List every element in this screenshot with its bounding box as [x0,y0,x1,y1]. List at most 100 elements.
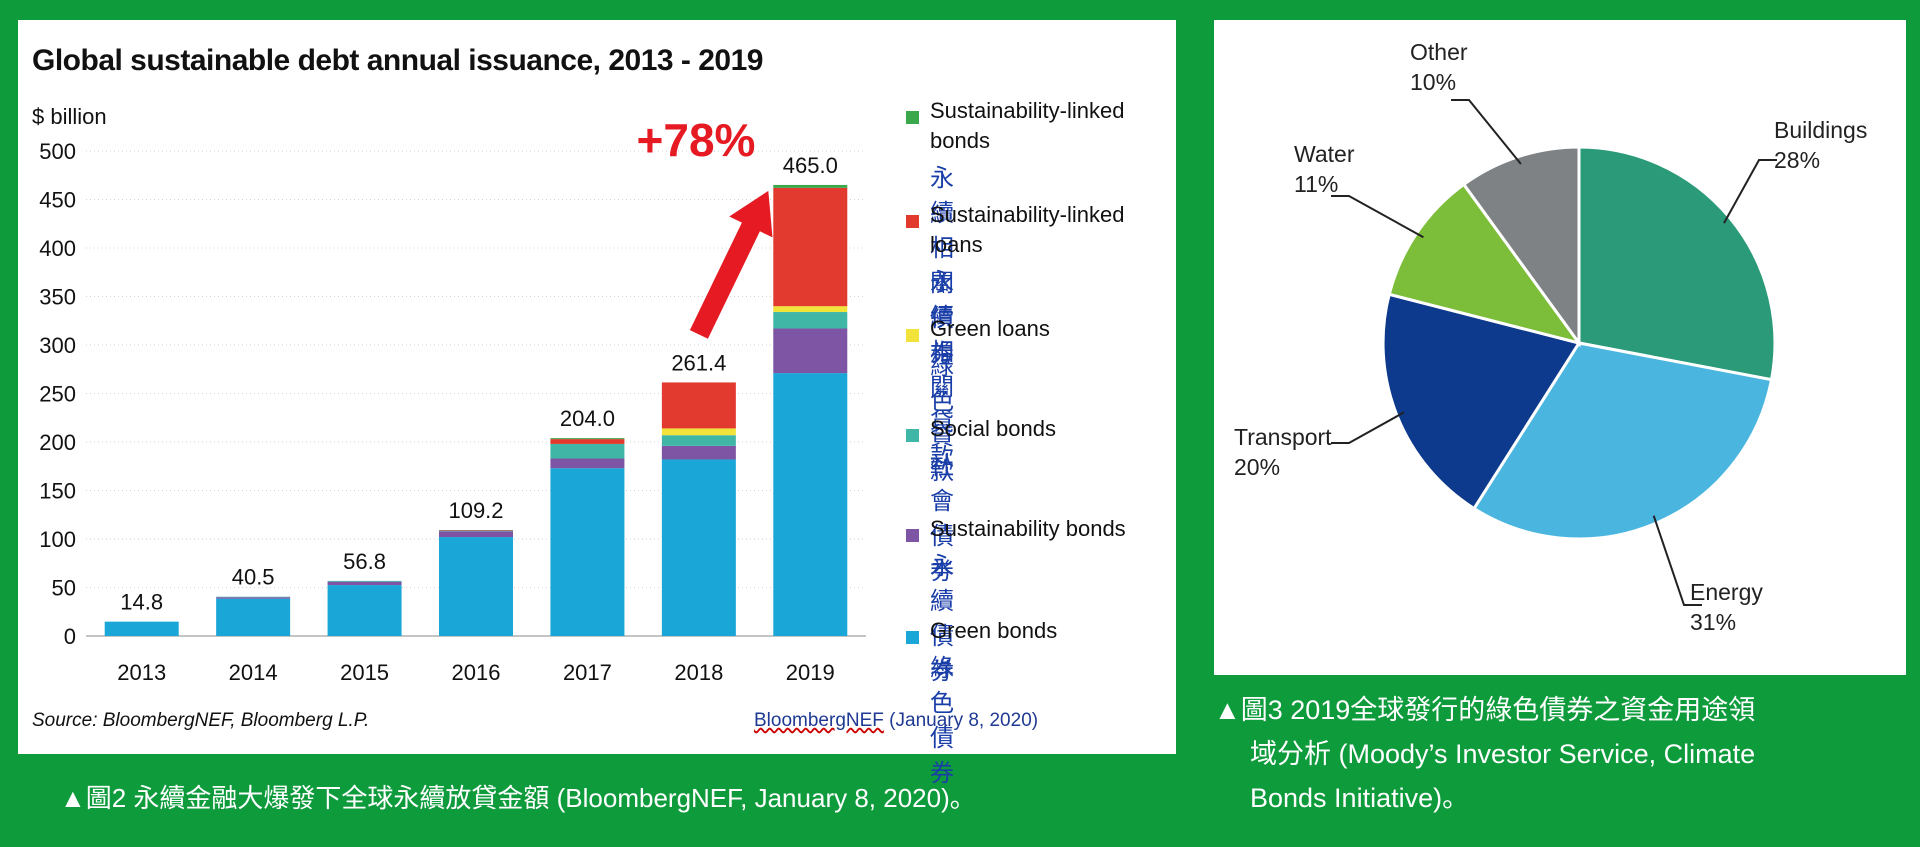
pie-slice-label: Buildings [1774,117,1867,143]
bar-segment [550,468,625,636]
legend-label-zh: 永續債券 [930,553,954,685]
y-axis-unit: $ billion [32,104,107,129]
y-tick-label: 100 [39,527,76,552]
bar-segment [327,585,402,636]
pie-slice-label: Transport [1234,424,1332,450]
pie-slice-percent: 11% [1294,171,1338,197]
x-tick-label: 2013 [117,660,166,685]
credit-note: BloombergNEF (January 8, 2020) [754,710,1038,732]
pie-slice-percent: 31% [1690,609,1736,635]
y-tick-label: 150 [39,479,76,504]
bar-segment [216,596,291,598]
legend-swatch [906,215,919,228]
bar-segment [550,443,625,459]
bar-segment [439,530,513,531]
bar-segment [661,382,736,429]
bar-total-label: 109.2 [448,498,503,523]
legend-swatch [906,329,919,342]
bar-segment [773,306,848,313]
bar-total-label: 204.0 [560,406,615,431]
x-tick-label: 2015 [340,660,389,685]
y-tick-label: 400 [39,236,76,261]
bar-segment [550,438,625,440]
bar-segment [661,428,736,436]
pie-slice-label: Other [1410,39,1468,65]
bar-segment [773,373,848,636]
x-tick-label: 2017 [563,660,612,685]
pie-leader-line [1451,99,1522,165]
pie-leader-line [1652,515,1702,606]
bar-segment [550,458,625,469]
bar-segment [216,598,291,636]
bar-segment [439,530,513,532]
chart-title: Global sustainable debt annual issuance,… [32,44,763,77]
x-tick-label: 2018 [674,660,723,685]
figure-3-caption: ▲圖3 2019全球發行的綠色債券之資金用途領 域分析 (Moody’s Inv… [1214,688,1906,820]
bar-segment [661,459,736,636]
legend-label: Sustainability bonds [930,516,1126,541]
y-tick-label: 200 [39,430,76,455]
pie-slice-percent: 10% [1410,69,1456,95]
figure-3-caption-line1: ▲圖3 2019全球發行的綠色債券之資金用途領 [1214,695,1756,725]
bar-segment [439,531,513,538]
pie-leader-line [1723,159,1777,224]
legend-label: Sustainability-linked bonds [930,98,1125,153]
bar-segment [773,187,848,307]
credit-link-text[interactable]: BloombergNEF [754,710,884,731]
bar-segment [773,328,848,374]
figure-2-caption: ▲圖2 永續金融大爆發下全球永續放貸金額 (BloombergNEF, Janu… [60,783,976,813]
y-tick-label: 350 [39,285,76,310]
legend-label: Sustainability-linked loans [930,202,1125,257]
y-tick-label: 450 [39,188,76,213]
bar-total-label: 14.8 [120,590,163,615]
y-tick-label: 0 [64,624,76,649]
pie-slice [1461,145,1581,348]
bar-segment [773,184,848,188]
growth-arrow [689,190,773,339]
legend-label-zh: 綠色債券 [930,655,954,787]
source-note: Source: BloombergNEF, Bloomberg L.P. [32,710,370,731]
bar-chart-panel: Global sustainable debt annual issuance,… [18,20,1176,787]
bar-total-label: 40.5 [232,565,275,590]
bar-total-label: 56.8 [343,549,386,574]
legend-label: Green bonds [930,618,1058,643]
legend-label: Social bonds [930,416,1056,441]
bar-total-label: 465.0 [783,153,838,178]
pie-chart-panel: Buildings 28% Energy 31% Transport 20% Water 11… [1214,20,1906,675]
bar-chart: 0 50 100 150 200 250 300 350 400 450 500 14.8 2013 40… [39,113,866,685]
legend-swatch [906,429,919,442]
x-tick-label: 2014 [229,660,278,685]
legend-swatch [906,631,919,644]
bar-total-label: 261.4 [671,350,726,375]
bar-segment [661,435,736,446]
bar-segment [327,581,402,586]
legend-label-zh: 永續相關債券 [930,165,954,367]
pie-slice [1577,145,1777,382]
bar-segment [327,580,402,582]
pie-slice-label: Energy [1690,579,1763,605]
legend-label-zh: 永續相關貸款 [930,269,954,471]
growth-annotation: +78% [637,114,756,166]
pie-leader-line [1331,195,1424,239]
y-tick-label: 300 [39,333,76,358]
x-tick-label: 2019 [786,660,835,685]
bar-segment [439,537,513,636]
y-tick-label: 50 [52,576,76,601]
y-tick-label: 500 [39,139,76,164]
pie-slice-percent: 28% [1774,147,1820,173]
x-tick-label: 2016 [452,660,501,685]
bar-segment [661,445,736,460]
legend-label-zh: 社會債券 [930,453,954,585]
pie-chart: Buildings 28% Energy 31% Transport 20% Water 11… [1234,39,1867,635]
bar-segment [104,621,179,636]
pie-slice-percent: 20% [1234,454,1280,480]
legend-label-zh: 綠色貸款 [930,353,954,485]
bar-segment [216,597,291,599]
legend-swatch [906,529,919,542]
pie-slice-label: Water [1294,141,1355,167]
bar-segment [773,312,848,329]
bar-segment [550,439,625,444]
legend-label: Green loans [930,316,1050,341]
pie-slice [1381,292,1582,511]
pie-leader-line [1331,411,1405,444]
